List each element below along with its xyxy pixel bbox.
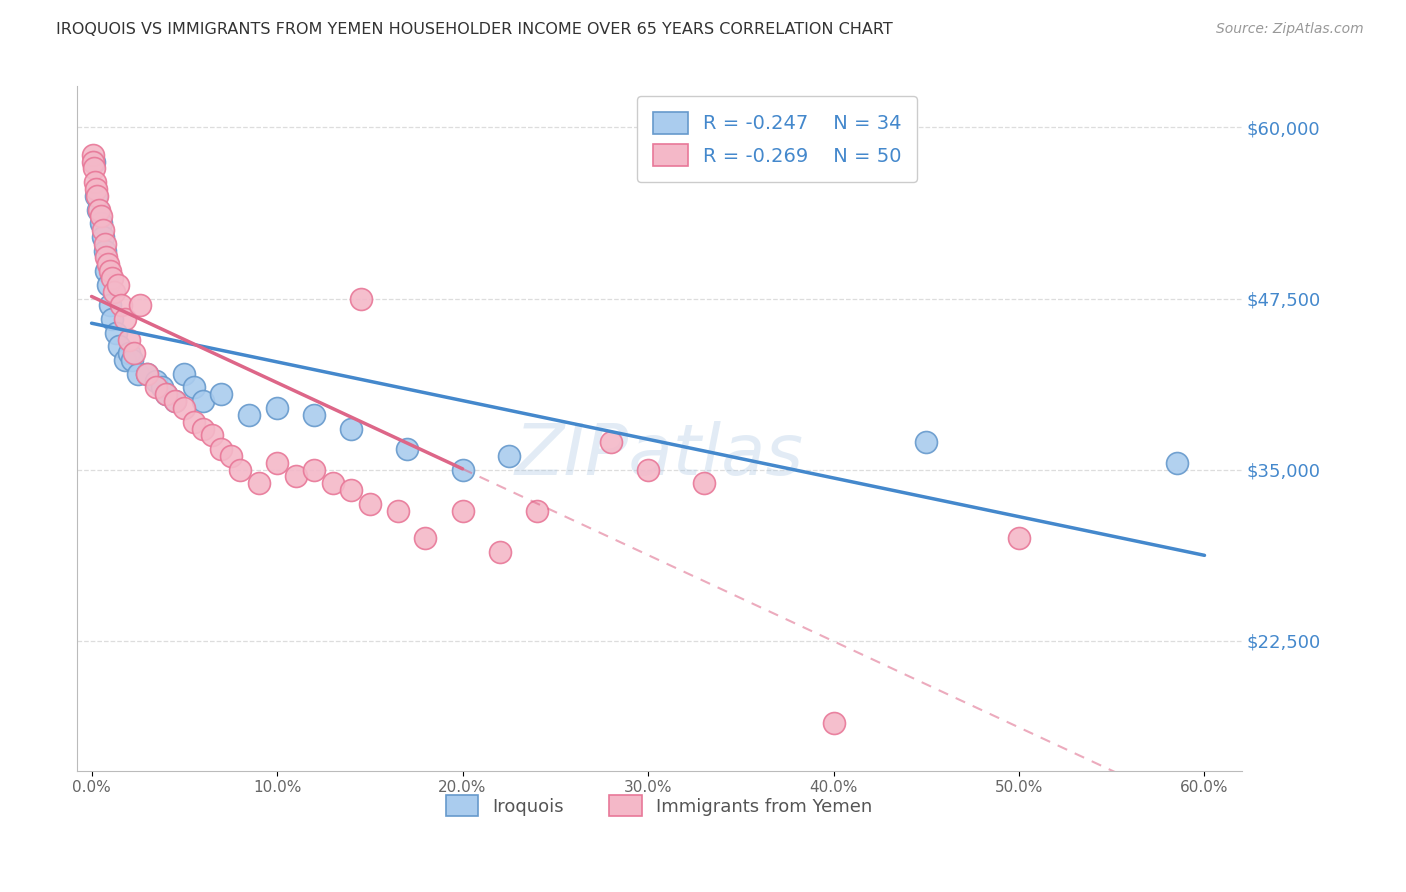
Point (87, 202, 110, 217)
Point (96, 251, 118, 265)
Point (349, 292, 371, 306)
Point (637, 462, 659, 476)
Point (183, 415, 205, 429)
Point (93, 236, 115, 251)
Point (191, 421, 214, 435)
Point (104, 326, 127, 340)
Point (90, 210, 112, 224)
Point (121, 353, 143, 368)
Point (90, 216, 112, 230)
Point (183, 380, 205, 394)
Point (86, 189, 108, 203)
Point (247, 476, 270, 491)
Point (110, 298, 132, 312)
Point (103, 285, 125, 299)
Text: Source: ZipAtlas.com: Source: ZipAtlas.com (1216, 22, 1364, 37)
Point (238, 408, 260, 422)
Legend: Iroquois, Immigrants from Yemen: Iroquois, Immigrants from Yemen (439, 788, 880, 823)
Point (82, 154, 104, 169)
Point (97, 277, 120, 292)
Point (340, 483, 363, 497)
Point (98, 264, 121, 278)
Point (96, 264, 118, 278)
Point (266, 401, 288, 415)
Text: IROQUOIS VS IMMIGRANTS FROM YEMEN HOUSEHOLDER INCOME OVER 65 YEARS CORRELATION C: IROQUOIS VS IMMIGRANTS FROM YEMEN HOUSEH… (56, 22, 893, 37)
Point (201, 428, 224, 442)
Point (114, 312, 136, 326)
Point (128, 298, 150, 312)
Text: ZIPatlas: ZIPatlas (515, 421, 804, 491)
Point (1008, 531, 1031, 545)
Point (209, 442, 232, 456)
Point (1166, 456, 1188, 470)
Point (97, 257, 120, 271)
Point (173, 401, 195, 415)
Point (229, 462, 252, 476)
Point (122, 346, 145, 360)
Point (155, 387, 177, 401)
Point (692, 476, 714, 491)
Point (415, 531, 437, 545)
Point (91, 223, 114, 237)
Point (209, 387, 232, 401)
Point (83, 154, 105, 169)
Point (93, 244, 115, 258)
Point (451, 462, 474, 476)
Point (98, 298, 121, 312)
Point (302, 408, 325, 422)
Point (451, 503, 474, 517)
Point (127, 367, 149, 381)
Point (395, 442, 418, 456)
Point (114, 353, 136, 368)
Point (340, 421, 363, 435)
Point (163, 394, 186, 409)
Point (118, 346, 141, 360)
Point (91, 230, 114, 244)
Point (136, 367, 159, 381)
Point (150, 380, 173, 394)
Point (173, 367, 195, 381)
Point (284, 469, 307, 483)
Point (82, 148, 104, 162)
Point (600, 435, 623, 450)
Point (101, 271, 124, 285)
Point (155, 387, 177, 401)
Point (266, 456, 288, 470)
Point (322, 476, 344, 491)
Point (219, 449, 242, 463)
Point (302, 462, 325, 476)
Point (136, 367, 159, 381)
Point (118, 333, 141, 347)
Point (84, 175, 107, 189)
Point (191, 394, 214, 409)
Point (915, 435, 938, 450)
Point (108, 339, 131, 353)
Point (84, 182, 107, 196)
Point (87, 202, 110, 217)
Point (101, 312, 124, 326)
Point (823, 715, 845, 730)
Point (387, 503, 409, 517)
Point (107, 277, 129, 292)
Point (83, 161, 105, 176)
Point (498, 449, 520, 463)
Point (359, 497, 381, 511)
Point (163, 394, 186, 409)
Point (145, 380, 167, 394)
Point (145, 374, 167, 388)
Point (526, 503, 548, 517)
Point (84, 189, 107, 203)
Point (488, 545, 510, 559)
